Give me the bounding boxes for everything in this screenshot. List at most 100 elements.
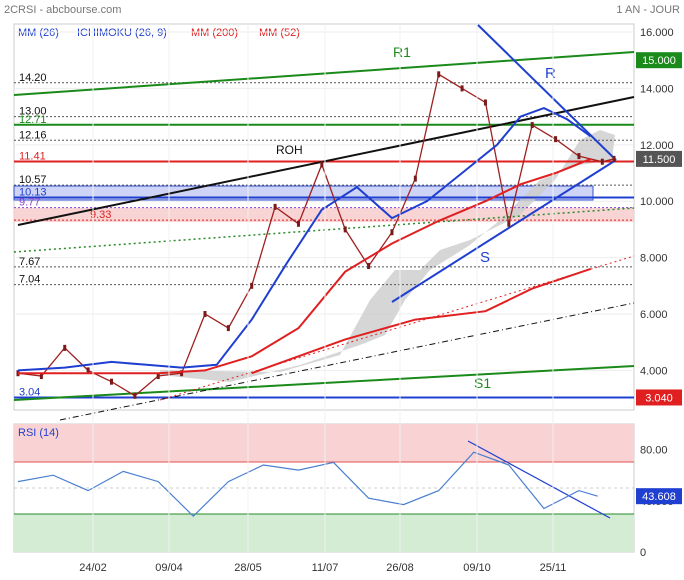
price-candle — [39, 373, 43, 380]
price-candle — [133, 392, 137, 399]
level-label: 7.67 — [19, 256, 40, 268]
price-candle — [226, 325, 230, 332]
price-candle — [483, 99, 487, 106]
price-candle — [367, 263, 371, 270]
legend: MM (26) ICHIMOKU (26, 9) MM (200) MM (52… — [18, 27, 300, 39]
rsi-tick-label: 80.00 — [640, 445, 668, 457]
legend-ichimoku: ICHIMOKU (26, 9) — [77, 27, 167, 39]
price-badge-label: 11.500 — [643, 154, 676, 166]
rsi-oversold-zone — [14, 514, 634, 552]
rsi-last-label: 43.608 — [642, 491, 676, 503]
rsi-overbought-zone — [14, 424, 634, 462]
price-candle — [460, 85, 464, 92]
level-label: 7.04 — [19, 274, 40, 286]
level-label: 12.71 — [19, 114, 47, 126]
level-label: 9.33 — [90, 209, 111, 221]
price-badge — [636, 52, 682, 69]
price-badges: 15.000 11.500 3.040 — [636, 52, 682, 406]
series-line-mm-200- — [251, 267, 591, 375]
green-dotted-line — [13, 207, 635, 253]
rsi-series — [17, 451, 598, 518]
price-candle — [320, 161, 324, 168]
price-badge-label: 3.040 — [645, 392, 673, 404]
x-tick-label: 25/11 — [540, 562, 567, 574]
price-tick-label: 14.000 — [640, 83, 674, 95]
rsi-trend-line — [467, 440, 611, 519]
price-tick-label: 4.000 — [640, 365, 668, 377]
annotation-s: S — [480, 249, 490, 266]
price-grid — [14, 31, 634, 371]
x-tick-label: 09/04 — [155, 562, 183, 574]
price-candle — [390, 229, 394, 236]
price-candle — [296, 220, 300, 227]
price-candle — [413, 175, 417, 182]
level-label: 3.04 — [19, 386, 40, 398]
price-candle — [109, 378, 113, 385]
level-label: 10.57 — [19, 174, 47, 186]
level-label: 12.16 — [19, 129, 47, 141]
price-candle — [63, 344, 67, 351]
rsi-panel: RSI (14) 80.0040.0000 43.608 — [13, 423, 682, 559]
price-tick-label: 10.000 — [640, 196, 674, 208]
price-tick-label: 16.000 — [640, 27, 674, 39]
level-label: 13.00 — [19, 106, 47, 118]
rsi-badge: 43.608 — [636, 488, 682, 505]
annotation-r: R — [545, 65, 556, 82]
price-candle — [437, 71, 441, 78]
support-s-line — [391, 159, 617, 303]
price-candle — [86, 367, 90, 374]
price-candle — [612, 155, 616, 162]
annotation-s1: S1 — [474, 375, 491, 391]
price-axis: 16.000 14.000 12.000 10.000 8.000 6.000 4.000 — [640, 27, 674, 377]
price-candle — [203, 311, 207, 317]
price-candle — [250, 282, 254, 289]
r1-channel-line — [13, 51, 635, 96]
rsi-tick-label: 0 — [640, 547, 646, 559]
roh-trend-line — [17, 96, 635, 226]
level-label: 9.77 — [19, 197, 40, 209]
price-badge-label: 15.000 — [642, 55, 676, 67]
legend-mm52: MM (52) — [259, 27, 300, 39]
annotation-roh: ROH — [276, 143, 303, 157]
series-line-mm-52- — [18, 157, 591, 375]
price-candle — [343, 226, 347, 233]
level-label: 11.41 — [19, 150, 46, 162]
rsi-line — [17, 451, 598, 518]
chart-period: 1 AN - JOUR — [616, 4, 680, 16]
rsi-label: RSI (14) — [18, 427, 59, 439]
x-tick-label: 09/10 — [463, 562, 491, 574]
trend-lines — [13, 24, 635, 421]
resistance-r-line — [477, 24, 617, 161]
price-tick-label: 12.000 — [640, 140, 674, 152]
legend-mm26: MM (26) — [18, 27, 59, 39]
price-candle — [600, 158, 604, 165]
x-axis: 24/02 09/04 28/05 11/07 26/08 09/10 25/11 — [79, 24, 566, 574]
x-tick-label: 11/07 — [312, 562, 339, 574]
x-tick-label: 24/02 — [79, 562, 107, 574]
price-badge — [636, 389, 682, 406]
price-tick-label: 6.000 — [640, 309, 668, 321]
level-label: 14.20 — [19, 72, 47, 84]
price-candle — [180, 370, 184, 377]
price-candle — [554, 136, 558, 143]
price-tick-label: 8.000 — [640, 253, 668, 265]
x-tick-label: 28/05 — [234, 562, 262, 574]
level-label: 10.13 — [19, 187, 47, 199]
price-candle — [156, 373, 160, 380]
rsi-last-badge — [636, 488, 682, 505]
price-series — [16, 71, 616, 399]
price-badge — [636, 150, 682, 167]
chart-title: 2CRSI - abcbourse.com — [4, 4, 121, 16]
series-line-mm-26- — [17, 107, 592, 372]
s1-channel-line — [13, 365, 635, 401]
price-candle — [577, 153, 581, 160]
x-tick-label: 26/08 — [386, 562, 414, 574]
price-candle — [507, 220, 511, 227]
price-candle — [273, 203, 277, 210]
annotation-r1: R1 — [393, 44, 411, 60]
price-candle — [530, 122, 534, 129]
